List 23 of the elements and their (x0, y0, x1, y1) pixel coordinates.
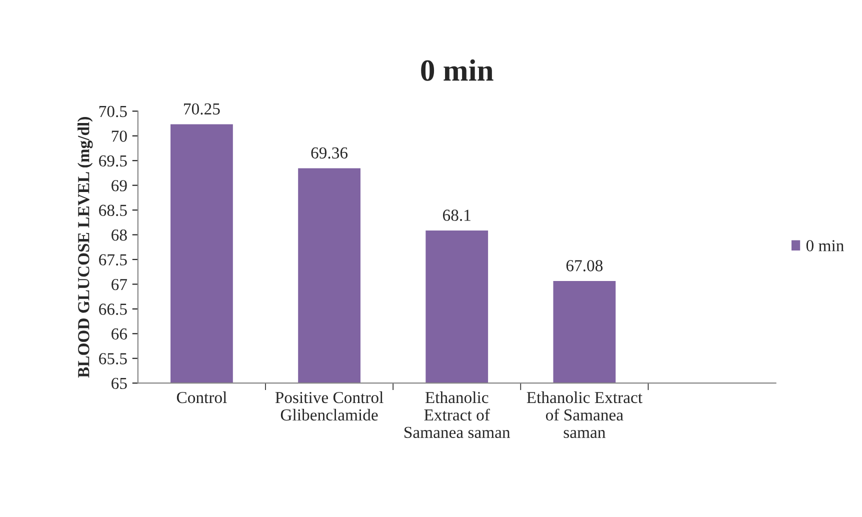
y-tick-label: 67.5 (99, 254, 127, 266)
x-tick-label: Positive Control Glibenclamide (275, 391, 384, 421)
x-tick-label: Ethanolic Extract of Samanea saman (526, 391, 642, 438)
y-tick-label: 66.5 (99, 304, 127, 315)
legend-label: 0 min (806, 240, 844, 252)
y-tick-label: 66 (112, 328, 128, 340)
y-tick-label: 68.5 (99, 204, 127, 216)
chart-title: 0 min (421, 59, 494, 81)
y-tick-label: 70 (112, 130, 127, 142)
y-tick-label: 68 (112, 229, 127, 241)
data-label: 70.25 (184, 103, 220, 115)
x-tick-label: Ethanolic Extract of Samanea saman (404, 391, 510, 438)
data-label: 69.36 (311, 147, 348, 159)
y-tick-label: 65 (112, 378, 127, 390)
y-tick-label: 65.5 (99, 353, 127, 364)
y-tick-label: 70.5 (99, 106, 127, 118)
data-label: 68.1 (442, 210, 470, 221)
y-tick-label: 67 (112, 278, 128, 290)
x-tick-label: Control (176, 391, 227, 404)
y-axis-title: BLOOD GLUCOSE LEVEL (mg/dl) (78, 117, 93, 378)
y-tick-label: 69.5 (99, 155, 127, 167)
y-tick-label: 69 (112, 180, 127, 192)
data-label: 67.08 (566, 260, 603, 272)
